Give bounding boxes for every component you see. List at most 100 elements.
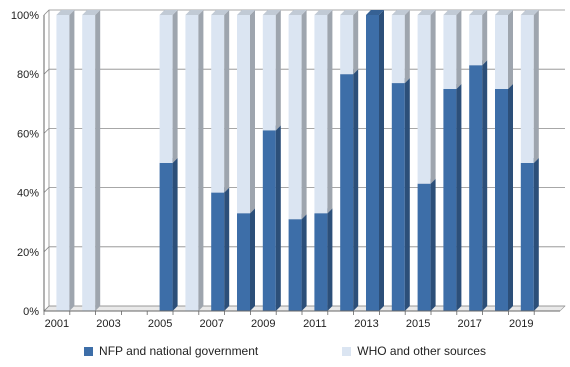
- bar-2017-who-top: [469, 10, 488, 15]
- bar-2016-nfp: [443, 89, 457, 311]
- bar-2012-who: [340, 15, 354, 75]
- bar-2005-nfp-side: [172, 158, 178, 311]
- bar-2013-nfp-top: [366, 10, 384, 15]
- bar-2017-nfp: [469, 65, 483, 311]
- bar-2019-nfp-side: [533, 158, 539, 311]
- bar-2007-who-side: [224, 10, 230, 193]
- bar-2012-nfp: [340, 74, 354, 311]
- bar-2010-who-top: [288, 10, 307, 15]
- bar-2001-who-side: [69, 10, 75, 311]
- bar-2019-who-side: [533, 10, 539, 163]
- y-tick-label: 0%: [23, 306, 39, 318]
- bar-2012-who-top: [340, 10, 359, 15]
- bar-2016-who-top: [443, 10, 462, 15]
- legend-item-nfp: NFP and national government: [84, 344, 258, 358]
- bar-2002-who-side: [95, 10, 101, 311]
- bar-2008-nfp-side: [250, 208, 255, 311]
- bar-2019-who: [520, 15, 534, 163]
- legend-label-nfp: NFP and national government: [99, 344, 259, 358]
- bar-2007-who-top: [211, 10, 230, 15]
- bar-2005-who: [159, 15, 173, 163]
- bar-2006-who-top: [185, 10, 204, 15]
- bar-2018-who-side: [508, 10, 513, 89]
- bar-2012-nfp-side: [353, 69, 359, 311]
- bar-2018-who: [495, 15, 508, 89]
- bar-2017-nfp-side: [482, 60, 488, 311]
- bar-2002-who: [82, 15, 96, 311]
- bar-2019-nfp: [520, 163, 534, 311]
- legend: NFP and national government WHO and othe…: [0, 344, 570, 358]
- bar-2006-who: [185, 15, 199, 311]
- legend-swatch-nfp: [84, 346, 94, 356]
- bar-2016-who: [443, 15, 457, 89]
- y-tick-label: 80%: [17, 69, 39, 81]
- bar-2009-who: [262, 15, 276, 131]
- x-tick-label: 2019: [509, 318, 533, 330]
- legend-item-who: WHO and other sources: [342, 344, 486, 358]
- legend-label-who: WHO and other sources: [357, 344, 486, 358]
- bar-2007-nfp: [211, 192, 225, 311]
- bar-2009-who-side: [275, 10, 281, 131]
- bar-2017-who: [469, 15, 483, 66]
- bar-2018-who-top: [495, 10, 513, 15]
- bar-2002-who-top: [82, 10, 101, 15]
- x-tick-label: 2009: [251, 318, 275, 330]
- bar-2009-nfp: [262, 130, 276, 311]
- y-tick-label: 60%: [17, 128, 39, 140]
- x-tick-label: 2011: [303, 318, 327, 330]
- x-tick-label: 2005: [148, 318, 172, 330]
- bar-2007-nfp-side: [224, 187, 230, 311]
- bar-2011-nfp-side: [327, 208, 333, 311]
- bar-2010-nfp-side: [301, 214, 307, 311]
- bar-2015-who-side: [430, 10, 436, 184]
- gridline: [43, 9, 565, 16]
- bar-2019-who-top: [520, 10, 539, 15]
- bar-2011-who: [314, 15, 328, 214]
- bar-2016-nfp-side: [456, 84, 462, 311]
- bar-2008-who: [237, 15, 250, 214]
- bar-2018-nfp: [495, 89, 508, 311]
- x-tick-label: 2003: [96, 318, 120, 330]
- bar-2015-nfp-side: [430, 178, 436, 311]
- bar-2005-who-side: [172, 10, 178, 163]
- bar-2014-nfp: [391, 83, 405, 311]
- bar-2013-nfp: [366, 15, 379, 311]
- bar-2001-who-top: [56, 10, 75, 15]
- bar-2007-who: [211, 15, 225, 193]
- bar-2009-who-top: [262, 10, 281, 15]
- x-tick-label: 2013: [354, 318, 378, 330]
- bar-2010-who-side: [301, 10, 307, 220]
- x-tick-label: 2001: [45, 318, 69, 330]
- x-tick-label: 2017: [457, 318, 481, 330]
- bar-2010-nfp: [288, 219, 302, 311]
- bar-2015-who: [417, 15, 431, 184]
- bar-2005-nfp: [159, 163, 173, 311]
- bar-2015-nfp: [417, 183, 431, 311]
- bar-2010-who: [288, 15, 302, 220]
- bar-2018-nfp-side: [508, 84, 513, 311]
- bar-2001-who: [56, 15, 70, 311]
- bar-2011-who-top: [314, 10, 333, 15]
- bar-2006-who-side: [198, 10, 204, 311]
- bar-2015-who-top: [417, 10, 436, 15]
- bar-2016-who-side: [456, 10, 462, 89]
- bar-2014-who-side: [404, 10, 410, 84]
- bar-2011-who-side: [327, 10, 333, 214]
- bar-2017-who-side: [482, 10, 488, 66]
- bar-2008-who-side: [250, 10, 255, 214]
- chart-plot: 0% 20% 40% 60% 80% 100% 2001 2003 2005 2007 2009 20…: [11, 9, 566, 330]
- bar-2014-who-top: [391, 10, 410, 15]
- y-tick-label: 40%: [17, 188, 39, 200]
- legend-swatch-who: [342, 346, 352, 356]
- x-tick-label: 2015: [406, 318, 430, 330]
- y-tick-label: 100%: [11, 10, 39, 22]
- bar-2013-nfp-side: [379, 10, 384, 311]
- bar-2005-who-top: [159, 10, 178, 15]
- y-tick-label: 20%: [17, 247, 39, 259]
- bar-2012-who-side: [353, 10, 359, 75]
- bar-2009-nfp-side: [275, 125, 281, 311]
- bar-2014-nfp-side: [404, 78, 410, 311]
- bar-2008-who-top: [237, 10, 255, 15]
- bar-2008-nfp: [237, 213, 250, 311]
